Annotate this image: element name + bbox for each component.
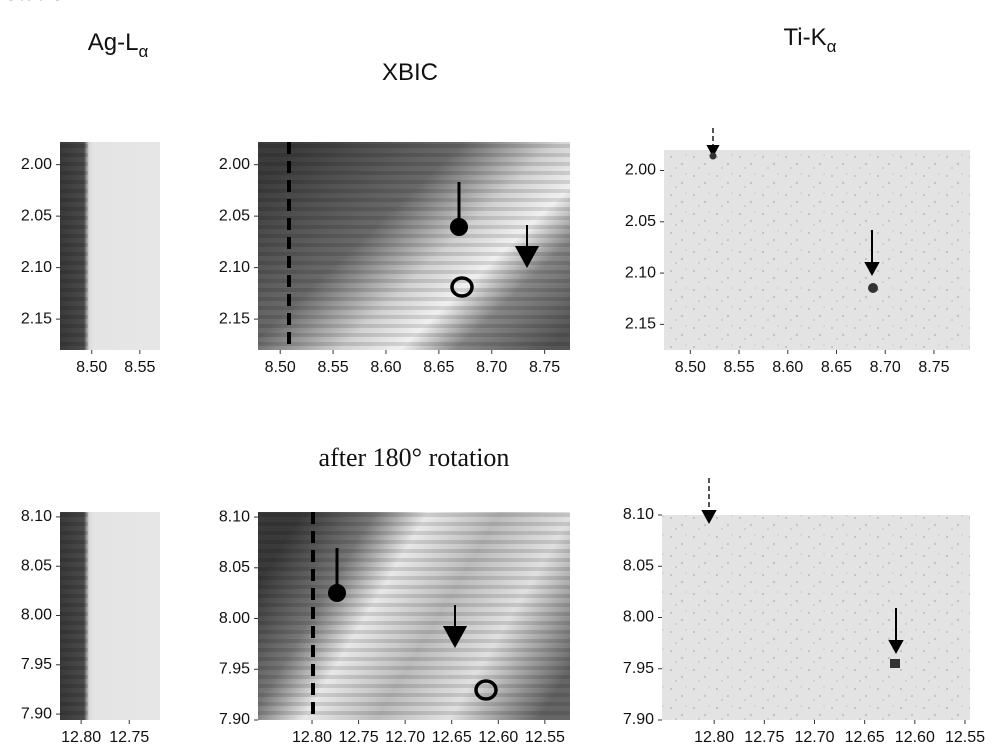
y-tick-label: 2.05 [21, 207, 52, 224]
x-tick-label: 8.75 [918, 359, 949, 376]
column-title-text: Ti-K [784, 24, 827, 51]
column-title: Ti-Kα [784, 24, 837, 56]
x-tick-label: 8.55 [723, 359, 754, 376]
x-tick-label: 8.60 [772, 359, 803, 376]
x-tick-label: 12.55 [525, 729, 565, 746]
column-title-subscript: α [827, 37, 837, 56]
map-edge [60, 142, 88, 350]
column-title-subscript: α [138, 42, 148, 61]
arrow-head [442, 626, 468, 648]
filled-dot [328, 584, 346, 602]
y-tick-label: 8.10 [21, 508, 52, 525]
y-tick-label: 2.00 [21, 156, 52, 173]
map-edge [60, 512, 88, 720]
x-tick-label: 12.75 [744, 729, 784, 746]
arrow-head [706, 145, 720, 157]
x-tick-label: 12.70 [794, 729, 834, 746]
arrow-head [864, 262, 880, 276]
y-tick-label: 8.05 [623, 557, 654, 574]
map-striping [258, 512, 570, 720]
y-tick-label: 7.90 [21, 705, 52, 722]
x-tick-label: 8.65 [423, 359, 454, 376]
y-tick-label: 2.05 [625, 213, 656, 230]
y-tick-label: 8.00 [21, 607, 52, 624]
y-tick-label: 2.15 [625, 316, 656, 333]
dot [868, 283, 878, 293]
y-tick-label: 2.15 [21, 310, 52, 327]
x-tick-label: 8.70 [870, 359, 901, 376]
dot [890, 659, 900, 668]
x-tick-label: 12.80 [292, 729, 332, 746]
x-tick-label: 12.60 [478, 729, 518, 746]
y-tick-label: 7.95 [21, 656, 52, 673]
y-tick-label: 2.05 [219, 207, 250, 224]
x-tick-label: 8.50 [675, 359, 706, 376]
y-tick-label: 7.95 [623, 660, 654, 677]
y-tick-label: 2.10 [21, 259, 52, 276]
x-tick-label: 8.50 [76, 359, 107, 376]
y-tick-label: 8.05 [21, 557, 52, 574]
x-tick-label: 8.50 [265, 359, 296, 376]
row-title: after 180° rotation [319, 443, 510, 472]
y-tick-label: 7.90 [219, 711, 250, 728]
y-tick-label: 8.00 [623, 609, 654, 626]
arrow-head [514, 246, 540, 268]
x-tick-label: 12.65 [432, 729, 472, 746]
x-tick-label: 12.80 [694, 729, 734, 746]
annotations [287, 128, 904, 720]
x-tick-label: 8.55 [124, 359, 155, 376]
column-title-text: Ag-L [88, 29, 139, 56]
y-tick-label: 2.00 [625, 162, 656, 179]
row-title: before rotation [0, 0, 77, 6]
map-image [664, 150, 970, 350]
x-tick-label: 12.75 [109, 729, 149, 746]
x-tick-label: 12.70 [385, 729, 425, 746]
y-tick-label: 8.05 [219, 559, 250, 576]
x-tick-label: 12.75 [339, 729, 379, 746]
y-tick-label: 7.90 [623, 711, 654, 728]
open-circle [474, 679, 498, 701]
y-tick-label: 8.10 [623, 506, 654, 523]
y-tick-label: 8.00 [219, 610, 250, 627]
map-image [662, 515, 970, 720]
filled-dot [450, 218, 468, 236]
x-tick-label: 8.60 [370, 359, 401, 376]
arrow-head [888, 640, 904, 654]
y-tick-label: 2.10 [625, 264, 656, 281]
arrow-head [701, 510, 717, 524]
column-title-text: XBIC [382, 59, 438, 86]
column-title: XBIC [382, 59, 438, 86]
x-tick-label: 12.60 [895, 729, 935, 746]
open-circle [450, 276, 474, 298]
x-tick-label: 12.80 [61, 729, 101, 746]
y-tick-label: 2.15 [219, 310, 250, 327]
x-tick-label: 8.70 [476, 359, 507, 376]
y-tick-label: 7.95 [219, 660, 250, 677]
y-tick-label: 2.10 [219, 259, 250, 276]
y-tick-label: 2.00 [219, 156, 250, 173]
x-tick-label: 12.65 [845, 729, 885, 746]
x-tick-label: 8.75 [529, 359, 560, 376]
x-tick-label: 8.65 [821, 359, 852, 376]
x-tick-label: 8.55 [318, 359, 349, 376]
y-tick-label: 8.10 [219, 508, 250, 525]
column-title: Ag-Lα [88, 29, 149, 61]
x-tick-label: 12.55 [945, 729, 985, 746]
dot [709, 152, 717, 160]
